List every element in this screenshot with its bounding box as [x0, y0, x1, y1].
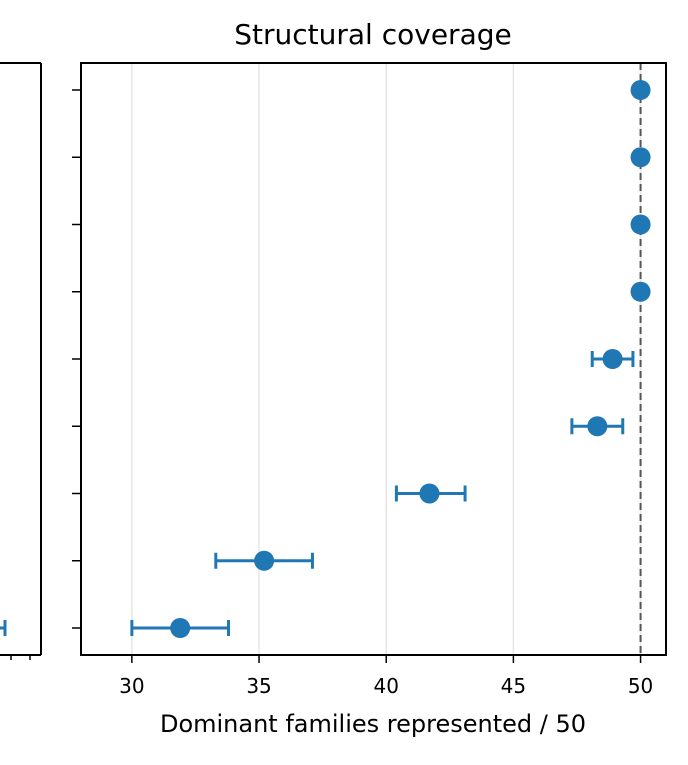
x-tick-label: 45 — [501, 674, 526, 698]
y-ticks — [72, 89, 81, 629]
x-tick-label: 50 — [628, 674, 653, 698]
data-marks — [130, 80, 651, 638]
data-point — [419, 483, 440, 504]
data-point — [587, 416, 608, 437]
data-point — [630, 80, 651, 100]
chart-title: Structural coverage — [234, 18, 511, 51]
plot-frame — [80, 62, 667, 656]
x-tick-label: 30 — [119, 674, 144, 698]
data-point — [630, 147, 651, 168]
left-panel-fragment — [0, 62, 42, 660]
data-point — [630, 214, 651, 235]
data-point — [630, 281, 651, 302]
data-point — [254, 550, 275, 571]
x-ticks: 30 35 40 45 50 — [119, 655, 653, 698]
grid-lines — [131, 63, 642, 655]
data-point — [602, 349, 623, 369]
x-axis-label: Dominant families represented / 50 — [160, 710, 586, 738]
data-point — [170, 618, 191, 638]
x-tick-label: 35 — [246, 674, 271, 698]
x-tick-label: 40 — [373, 674, 398, 698]
